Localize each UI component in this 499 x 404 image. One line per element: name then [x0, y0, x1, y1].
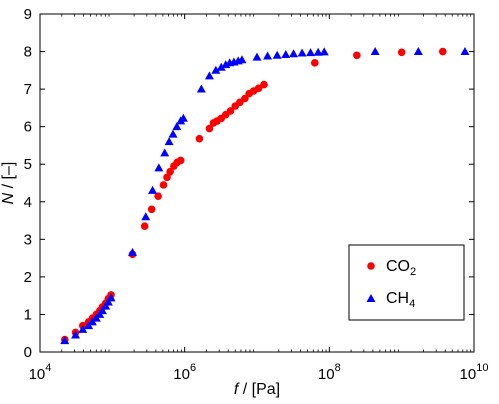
data-point — [78, 324, 88, 333]
y-tick-label: 1 — [24, 306, 32, 323]
y-tick-label: 7 — [24, 81, 32, 98]
data-point — [281, 49, 291, 58]
data-point — [176, 156, 185, 165]
data-point — [166, 167, 174, 176]
legend-ch4-name: CH — [386, 290, 409, 307]
data-point — [106, 293, 116, 302]
data-point — [154, 163, 164, 172]
data-point — [71, 330, 81, 339]
data-point — [127, 247, 137, 256]
series-2 — [60, 46, 470, 345]
x-tick-label: 106 — [173, 362, 196, 383]
data-point — [196, 84, 206, 93]
x-tick-label: 104 — [29, 362, 52, 383]
data-point — [226, 107, 235, 115]
data-point — [168, 129, 178, 138]
data-point — [160, 148, 170, 157]
data-point — [147, 205, 156, 214]
y-tick-label: 3 — [24, 231, 32, 248]
legend-ch4-subscript: 4 — [409, 298, 415, 310]
data-point — [311, 59, 319, 67]
data-point — [103, 297, 113, 306]
x-axis-unit: / [Pa] — [238, 381, 280, 398]
data-point — [205, 124, 214, 133]
legend-co2-marker — [367, 262, 375, 270]
data-point — [319, 47, 329, 56]
data-point — [241, 94, 249, 103]
legend-box — [348, 244, 465, 321]
legend-ch4-label: CH4 — [386, 290, 415, 310]
data-point — [195, 134, 204, 143]
x-tick-label: 1010 — [460, 362, 489, 383]
data-point — [140, 222, 149, 230]
data-point — [97, 306, 107, 315]
legend: CO2 CH4 — [348, 244, 465, 321]
data-point — [460, 46, 470, 55]
axis-ticks: 104 106 108 1010 0 1 2 3 4 5 6 7 8 9 — [24, 6, 489, 383]
y-tick-label: 6 — [24, 119, 32, 136]
y-axis-label: N / [–] — [0, 162, 17, 205]
data-point — [216, 62, 226, 71]
data-marks — [60, 46, 470, 345]
data-point — [237, 55, 247, 64]
y-tick-label: 5 — [24, 156, 32, 173]
data-point — [306, 48, 316, 57]
y-tick-label: 8 — [24, 44, 32, 61]
data-point — [60, 336, 70, 345]
data-point — [313, 47, 323, 56]
data-point — [204, 71, 214, 80]
data-point — [163, 173, 171, 182]
data-point — [172, 122, 182, 131]
legend-co2-label: CO2 — [386, 258, 416, 278]
data-point — [413, 46, 423, 55]
data-point — [353, 51, 361, 60]
data-point — [254, 84, 263, 93]
data-point — [211, 65, 221, 74]
data-point — [141, 212, 151, 221]
data-point — [272, 50, 282, 59]
data-point — [297, 48, 307, 57]
data-point — [164, 137, 174, 146]
y-axis-var: N — [0, 192, 17, 204]
data-point — [101, 301, 111, 310]
y-tick-label: 0 — [24, 344, 32, 361]
data-point — [263, 51, 273, 60]
y-tick-label: 2 — [24, 269, 32, 286]
x-axis-label: f / [Pa] — [234, 381, 280, 398]
legend-ch4-marker — [366, 294, 376, 302]
legend-co2-name: CO — [386, 258, 410, 275]
data-point — [289, 49, 299, 58]
x-axis-var: f — [234, 381, 240, 398]
y-tick-label: 4 — [24, 194, 32, 211]
data-point — [438, 47, 447, 56]
data-point — [159, 181, 168, 189]
y-tick-label: 9 — [24, 6, 32, 23]
data-point — [397, 48, 406, 57]
legend-co2-subscript: 2 — [410, 266, 416, 278]
data-point — [154, 192, 162, 200]
x-tick-label: 108 — [318, 362, 341, 383]
data-point — [260, 80, 268, 89]
data-point — [370, 46, 380, 55]
data-point — [252, 52, 262, 61]
data-point — [178, 113, 188, 122]
y-axis-unit: / [–] — [0, 162, 17, 193]
data-point — [148, 185, 158, 194]
